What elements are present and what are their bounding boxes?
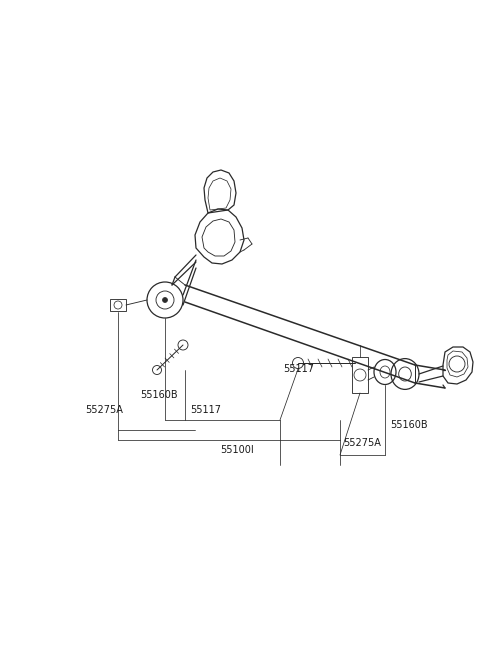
Text: 55275A: 55275A <box>85 405 123 415</box>
Text: 55117: 55117 <box>283 364 314 374</box>
Text: 55160B: 55160B <box>140 390 178 400</box>
Circle shape <box>163 297 168 303</box>
Text: 55117: 55117 <box>190 405 221 415</box>
Bar <box>110 299 126 311</box>
Text: 55275A: 55275A <box>343 438 381 448</box>
Text: 55100I: 55100I <box>220 445 254 455</box>
Text: 55160B: 55160B <box>390 420 428 430</box>
